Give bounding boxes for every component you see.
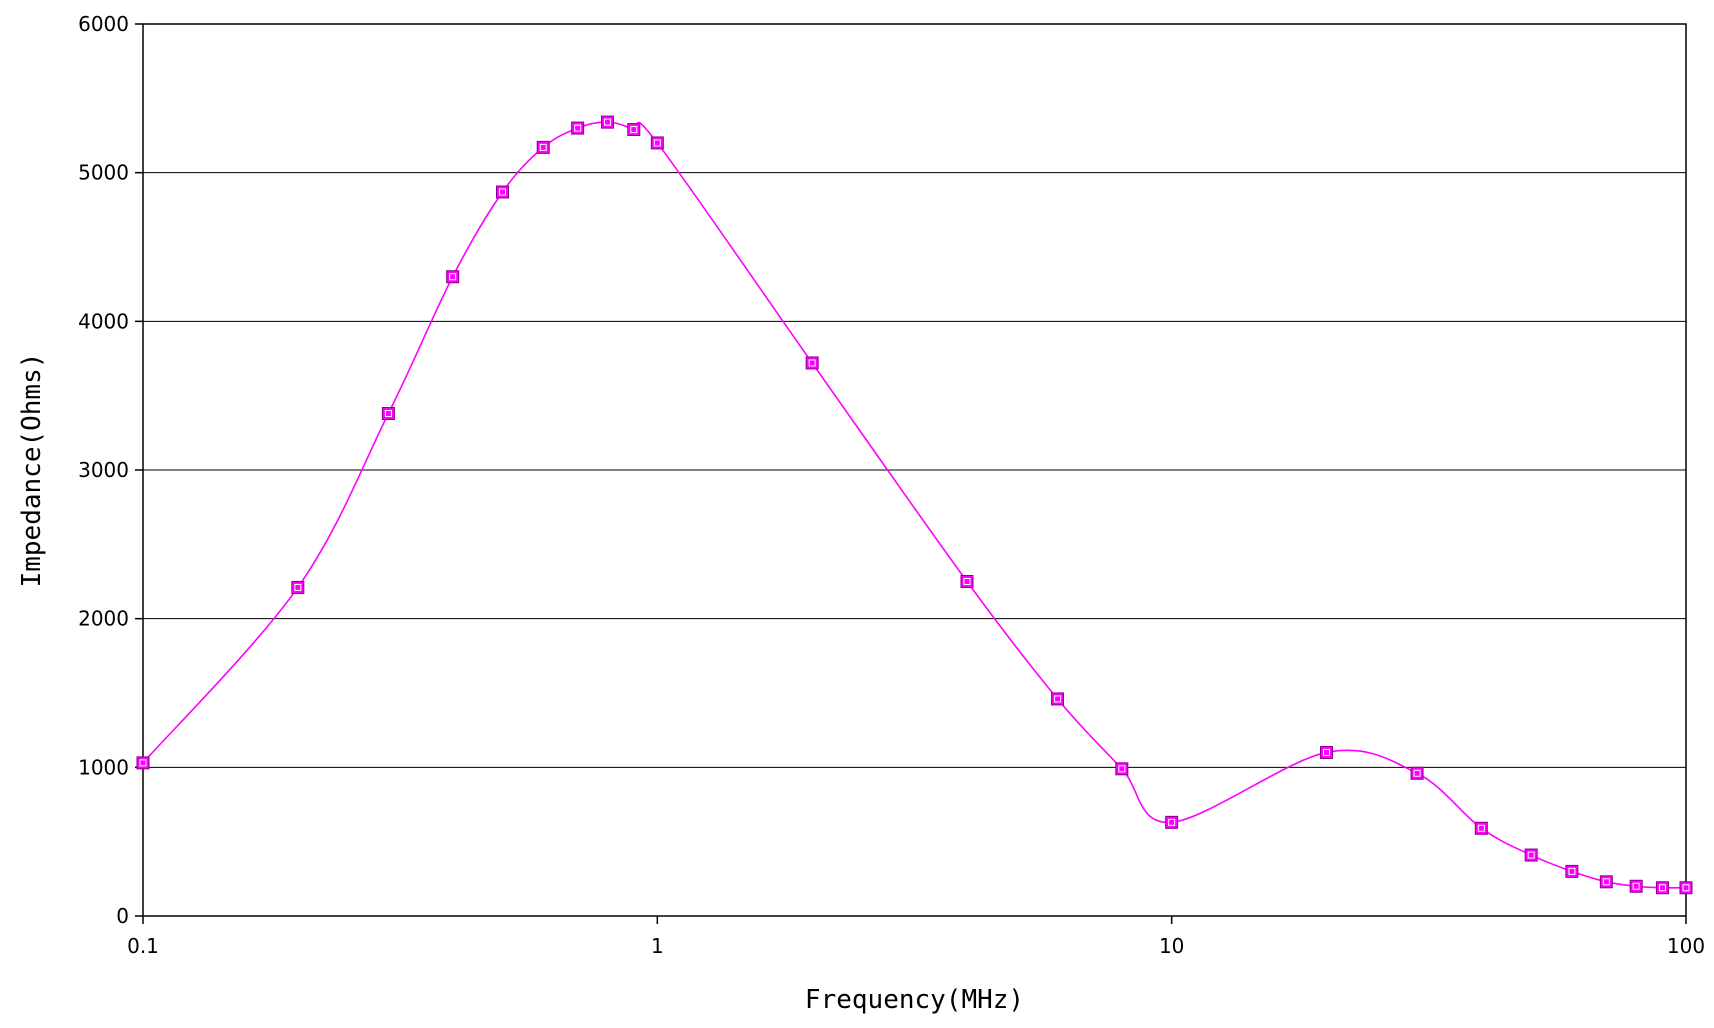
data-point: [1115, 762, 1129, 776]
data-point-marker-inner: [1322, 748, 1330, 756]
series-line: [142, 121, 1687, 889]
y-tick-label: 2000: [78, 607, 129, 631]
data-point-marker: [960, 575, 974, 588]
data-point: [496, 185, 510, 199]
data-point-marker: [1319, 745, 1333, 759]
data-point-marker-inner: [294, 583, 302, 591]
data-point: [960, 575, 974, 588]
data-point-marker-inner: [630, 126, 638, 134]
data-point: [805, 356, 819, 370]
data-point-marker: [446, 270, 460, 284]
axis-ticks: 0 1000 2000 3000 4000 5000 6000 0.1 1 10 100: [78, 12, 1705, 958]
data-point-marker-inner: [384, 410, 392, 418]
data-point-marker-inner: [499, 188, 507, 196]
data-point-marker: [1679, 881, 1693, 895]
data-point-marker: [1565, 864, 1579, 878]
data-point-marker: [1410, 766, 1424, 780]
data-point-marker-inner: [1602, 878, 1610, 886]
data-point: [446, 270, 460, 284]
data-point: [571, 121, 585, 135]
data-point-marker: [496, 185, 510, 199]
y-tick-label: 5000: [78, 161, 129, 185]
data-point: [381, 407, 395, 421]
series: [136, 115, 1693, 895]
data-point: [536, 140, 550, 154]
grid: [143, 172, 1686, 768]
data-point-marker-inner: [1054, 695, 1062, 703]
data-point-marker: [571, 121, 585, 135]
data-point-marker: [1165, 815, 1179, 829]
data-point-marker: [1629, 879, 1643, 893]
data-point-marker: [1115, 762, 1129, 776]
data-point: [1319, 745, 1333, 759]
x-tick-label: 100: [1667, 934, 1705, 958]
data-point-marker-inner: [1477, 824, 1485, 832]
data-point: [600, 115, 614, 129]
data-point: [1165, 815, 1179, 829]
data-point: [136, 756, 150, 770]
data-point-marker-inner: [653, 139, 661, 147]
data-point-marker-inner: [1632, 882, 1640, 890]
data-point: [1655, 881, 1669, 895]
data-point-marker: [291, 580, 305, 594]
data-point: [1051, 692, 1065, 706]
data-point-marker: [600, 115, 614, 129]
data-point-marker-inner: [1682, 884, 1690, 892]
data-point-marker: [627, 123, 641, 137]
data-point-marker: [136, 756, 150, 770]
data-point-marker-inner: [1658, 884, 1666, 892]
data-point: [627, 123, 641, 137]
data-point: [1565, 864, 1579, 878]
data-point-marker: [805, 356, 819, 370]
x-tick-label: 0.1: [127, 934, 159, 958]
data-point-marker: [1051, 692, 1065, 706]
data-point: [1599, 875, 1613, 889]
data-point-marker-inner: [808, 359, 816, 367]
y-tick-label: 4000: [78, 309, 129, 333]
data-point-marker-inner: [574, 124, 582, 132]
data-point-marker-inner: [1527, 851, 1535, 859]
x-tick-label: 10: [1159, 934, 1184, 958]
data-point: [1410, 766, 1424, 780]
y-tick-label: 0: [116, 904, 129, 928]
y-axis-title: Impedance(Ohms): [17, 353, 47, 588]
data-point-marker: [1599, 875, 1613, 889]
data-point: [1474, 821, 1488, 835]
data-point-marker: [1655, 881, 1669, 895]
data-point-marker-inner: [1118, 765, 1126, 773]
data-point: [1629, 879, 1643, 893]
data-point-marker-inner: [1413, 769, 1421, 777]
x-axis-title: Frequency(MHz): [805, 985, 1024, 1015]
data-point-marker-inner: [1168, 818, 1176, 826]
data-point-marker-inner: [539, 143, 547, 151]
data-point-marker-inner: [1568, 867, 1576, 875]
data-point: [1679, 881, 1693, 895]
data-point-marker: [650, 136, 664, 150]
data-point-marker: [1474, 821, 1488, 835]
data-point-marker: [1524, 848, 1538, 862]
data-point-marker-inner: [449, 273, 457, 281]
data-point: [650, 136, 664, 150]
data-point: [291, 580, 305, 594]
data-point-marker: [536, 140, 550, 154]
data-point-marker-inner: [139, 759, 147, 767]
y-tick-label: 3000: [78, 458, 129, 482]
data-point-marker: [381, 407, 395, 421]
y-tick-label: 1000: [78, 755, 129, 779]
data-point-marker-inner: [603, 118, 611, 126]
data-point: [1524, 848, 1538, 862]
data-point-marker-inner: [963, 578, 971, 585]
y-tick-label: 6000: [78, 12, 129, 36]
x-tick-label: 1: [651, 934, 664, 958]
